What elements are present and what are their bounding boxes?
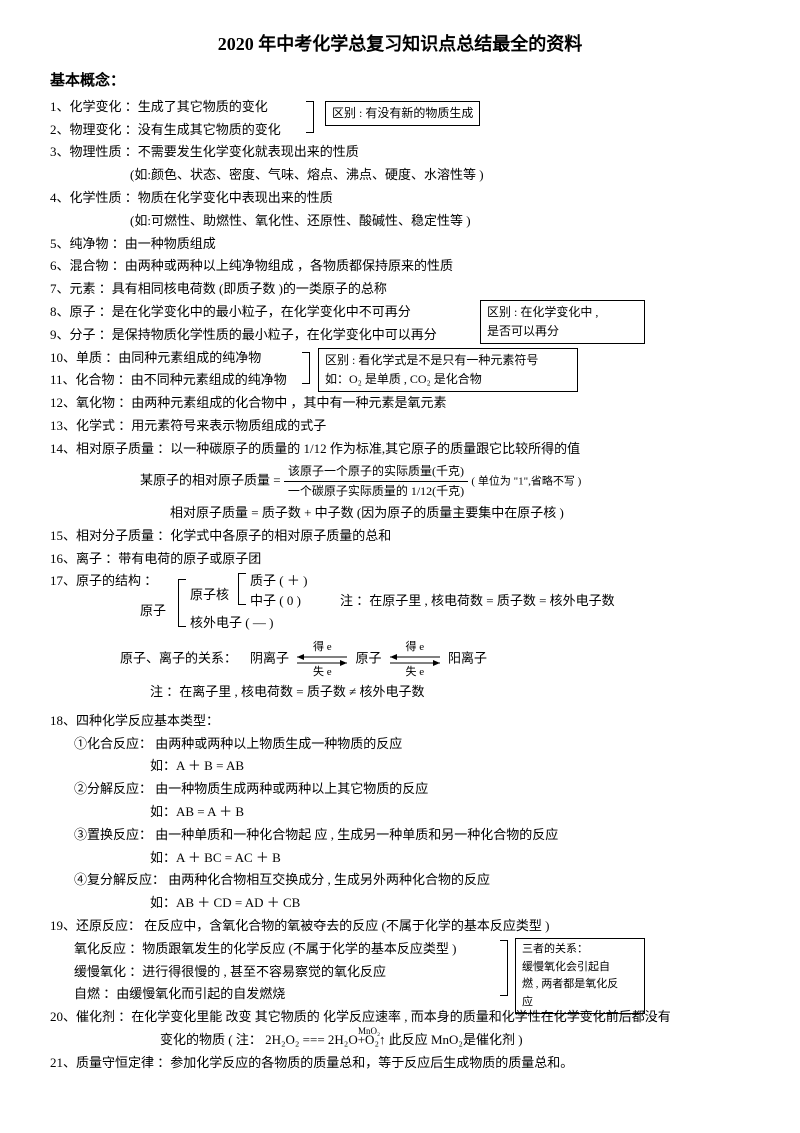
item-18c-eq: 如：A ＋ BC = AC ＋ B (50, 848, 750, 869)
item-19d: 自燃 ：由缓慢氧化而引起的自发燃烧 (50, 984, 750, 1005)
nucleus-label: 原子核 (190, 585, 229, 606)
note-box-2-line1: 区别 : 在化学变化中 , (487, 305, 598, 319)
item-18b-eq: 如：AB = A ＋ B (50, 802, 750, 823)
item-19: 19、还原反应： 在反应中，含氧化合物的氧被夺去的反应 (不属于化学的基本反应类… (50, 916, 750, 937)
item-4-sub: (如:可燃性、助燃性、氧化性、还原性、酸碱性、稳定性等 ) (50, 211, 750, 232)
item-18b: ②分解反应： 由一种物质生成两种或两种以上其它物质的反应 (50, 779, 750, 800)
brace-icon (238, 573, 246, 605)
formula-unit: ( 单位为 "1",省略不写 ) (471, 475, 581, 487)
item-4: 4、化学性质 ：物质在化学变化中表现出来的性质 (50, 188, 750, 209)
section-heading: 基本概念： (50, 69, 750, 93)
item-13: 13、化学式 ：用元素符号来表示物质组成的式子 (50, 416, 750, 437)
neutron-label: 中子 ( 0 ) (250, 591, 301, 612)
item-20: 20、催化剂 ：在化学变化里能 改变 其它物质的 化学反应速率 , 而本身的质量… (50, 1007, 750, 1028)
ion-relation-label: 原子、离子的关系： (120, 651, 237, 666)
item-18d-eq: 如：AB ＋ CD = AD ＋ CB (50, 893, 750, 914)
ion-note: 注 ：在离子里 , 核电荷数 = 质子数 ≠ 核外电子数 (50, 682, 750, 703)
item-14: 14、相对原子质量 ：以一种碳原子的质量的 1/12 作为标准,其它原子的质量跟… (50, 439, 750, 460)
note-box-1: 区别 : 有没有新的物质生成 (325, 101, 480, 126)
item-3-sub: (如:颜色、状态、密度、气味、熔点、沸点、硬度、水溶性等 ) (50, 165, 750, 186)
note-box-4-l2: 缓慢氧化会引起自 (522, 961, 610, 973)
arrow-block: 得 e 失 e (385, 641, 445, 678)
note-box-2-line2: 是否可以再分 (487, 324, 559, 338)
brace-icon (178, 579, 186, 627)
item-18a: ①化合反应： 由两种或两种以上物质生成一种物质的反应 (50, 734, 750, 755)
item-9: 9、分子 ：是保持物质化学性质的最小粒子，在化学变化中可以再分 (50, 325, 750, 346)
item-12: 12、氧化物 ：由两种元素组成的化合物中 ，其中有一种元素是氧元素 (50, 393, 750, 414)
note-box-2: 区别 : 在化学变化中 , 是否可以再分 (480, 300, 645, 344)
anion-label: 阴离子 (250, 651, 289, 666)
cation-label: 阳离子 (448, 651, 487, 666)
item-18d: ④复分解反应： 由两种化合物相互交换成分 , 生成另外两种化合物的反应 (50, 870, 750, 891)
item-8: 8、原子 ：是在化学变化中的最小粒子，在化学变化中不可再分 (50, 302, 750, 323)
double-arrow-icon (292, 654, 352, 666)
gain-e: 得 e (385, 641, 445, 653)
atom-label: 原子 (140, 601, 166, 622)
item-5: 5、纯净物 ：由一种物质组成 (50, 234, 750, 255)
bracket-icon (500, 940, 508, 996)
item-18: 18、四种化学反应基本类型： (50, 711, 750, 732)
note-box-4-l1: 三者的关系： (522, 943, 588, 955)
gain-e: 得 e (292, 641, 352, 653)
arrow-block: 得 e 失 e (292, 641, 352, 678)
electron-label: 核外电子 ( ― ) (190, 613, 273, 634)
formula-lhs: 某原子的相对原子质量 = (140, 472, 281, 487)
page-title: 2020 年中考化学总复习知识点总结最全的资料 (50, 30, 750, 59)
double-arrow-icon (385, 654, 445, 666)
fraction-numerator: 该原子一个原子的实际质量(千克) (284, 462, 468, 482)
note-box-4-l3: 燃 , 两者都是氧化反 (522, 978, 618, 990)
note-box-3-line2: 如：O₂ 是单质 , CO₂ 是化合物 (325, 372, 482, 386)
item-20b-text: 变化的物质 ( 注： 2H₂O₂ === 2H₂O+O₂↑ 此反应 MnO₂是催… (160, 1032, 523, 1047)
note-box-4-l4: 应 (522, 996, 533, 1008)
atom-note: 注 ：在原子里 , 核电荷数 = 质子数 = 核外电子数 (340, 591, 615, 612)
proton-label: 质子 ( ＋ ) (250, 571, 307, 592)
bracket-icon (302, 352, 310, 384)
fraction-denominator: 一个碳原子实际质量的 1/12(千克) (284, 482, 468, 501)
item-15: 15、相对分子质量 ：化学式中各原子的相对原子质量的总和 (50, 526, 750, 547)
item-14c: 相对原子质量 = 质子数 + 中子数 (因为原子的质量主要集中在原子核 ) (50, 503, 750, 524)
atom-center-label: 原子 (356, 651, 382, 666)
item-7: 7、元素 ：具有相同核电荷数 (即质子数 )的一类原子的总称 (50, 279, 750, 300)
item-16: 16、离子 ：带有电荷的原子或原子团 (50, 549, 750, 570)
item-6: 6、混合物 ：由两种或两种以上纯净物组成 ，各物质都保持原来的性质 (50, 256, 750, 277)
note-box-3-line1: 区别 : 看化学式是不是只有一种元素符号 (325, 353, 538, 367)
item-3: 3、物理性质 ：不需要发生化学变化就表现出来的性质 (50, 142, 750, 163)
item-20b: 变化的物质 ( 注： 2H₂O₂ === 2H₂O+O₂↑ 此反应 MnO₂是催… (50, 1030, 750, 1051)
item-14-formula: 某原子的相对原子质量 = 该原子一个原子的实际质量(千克) 一个碳原子实际质量的… (50, 462, 750, 501)
ion-relation: 原子、离子的关系： 阴离子 得 e 失 e 原子 得 e 失 e 阳离子 (50, 641, 750, 678)
note-box-3: 区别 : 看化学式是不是只有一种元素符号 如：O₂ 是单质 , CO₂ 是化合物 (318, 348, 578, 392)
bracket-icon (306, 101, 314, 133)
lose-e: 失 e (385, 666, 445, 678)
lose-e: 失 e (292, 666, 352, 678)
item-19c: 缓慢氧化 ：进行得很慢的 , 甚至不容易察觉的氧化反应 (50, 962, 750, 983)
item-19b: 氧化反应 ：物质跟氧发生的化学反应 (不属于化学的基本反应类型 ) (50, 939, 750, 960)
note-box-4: 三者的关系： 缓慢氧化会引起自 燃 , 两者都是氧化反 应 (515, 938, 645, 1014)
catalyst-label: MnO₂ (358, 1024, 380, 1038)
item-17: 17、原子的结构 ： (50, 571, 157, 592)
item-21: 21、质量守恒定律 ：参加化学反应的各物质的质量总和，等于反应后生成物质的质量总… (50, 1053, 750, 1074)
fraction: 该原子一个原子的实际质量(千克) 一个碳原子实际质量的 1/12(千克) (284, 462, 468, 501)
item-18a-eq: 如：A ＋ B = AB (50, 756, 750, 777)
item-18c: ③置换反应： 由一种单质和一种化合物起 应 , 生成另一种单质和另一种化合物的反… (50, 825, 750, 846)
